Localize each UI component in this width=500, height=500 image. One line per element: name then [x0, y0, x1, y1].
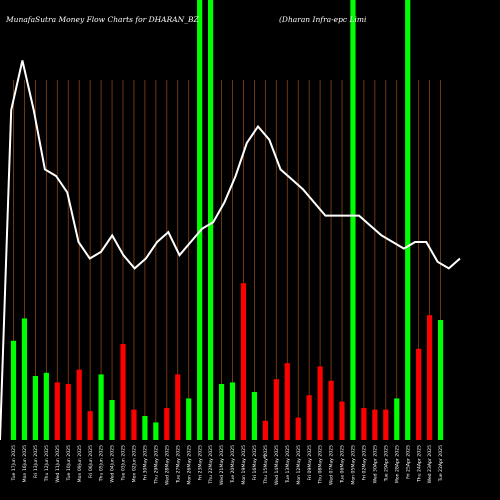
bar-27: [295, 417, 301, 440]
x-tick-label: Tue 27May 2025: [175, 445, 181, 484]
x-tick-label: Mon 02Jun 2025: [132, 445, 138, 482]
bar-11: [120, 344, 126, 440]
x-tick-label: Thu 24Apr 2025: [416, 445, 422, 483]
x-tick-label: Mon 26May 2025: [186, 445, 192, 485]
bar-34: [372, 409, 378, 440]
x-tick-label: Thu 22May 2025: [208, 445, 214, 485]
bar-36: [394, 398, 400, 440]
x-tick-label: Tue 13May 2025: [285, 445, 291, 484]
x-tick-label: Tue 17Jun 2025: [11, 445, 17, 482]
x-tick-label: Thu 08May 2025: [318, 445, 324, 485]
bar-31: [339, 401, 345, 440]
bar-21: [229, 382, 236, 440]
bar-14: [153, 422, 159, 440]
x-tick-label: Mon 12May 2025: [296, 445, 302, 485]
bar-37: [405, 0, 411, 440]
x-tick-label: Wed 21May 2025: [219, 445, 225, 485]
bar-2: [21, 318, 28, 440]
bar-40: [437, 320, 444, 440]
chart-title: MunafaSutra Money Flow Charts for DHARAN…: [5, 15, 199, 24]
bar-1: [10, 340, 17, 440]
x-tick-label: Tue 10Jun 2025: [66, 445, 72, 482]
bar-16: [175, 374, 181, 440]
x-tick-label: Thu 12Jun 2025: [44, 445, 50, 482]
bar-32: [350, 0, 356, 440]
x-tick-label: Thu 29May 2025: [153, 445, 159, 485]
bar-17: [186, 398, 192, 440]
x-tick-label: Wed 07May 2025: [329, 445, 335, 485]
bar-7: [76, 369, 82, 440]
bar-25: [273, 379, 279, 440]
x-tick-label: Tue 20May 2025: [230, 445, 236, 484]
bar-33: [361, 408, 367, 440]
bar-23: [251, 392, 257, 440]
x-tick-label: Wed 04Jun 2025: [110, 445, 116, 483]
bar-10: [109, 400, 115, 440]
x-tick-label: Wed 30Apr 2025: [372, 445, 378, 483]
bar-35: [383, 409, 389, 440]
bar-9: [98, 374, 104, 440]
x-tick-label: Fri 06Jun 2025: [88, 445, 94, 478]
x-tick-label: Mon 16Jun 2025: [22, 445, 28, 482]
bar-6: [65, 384, 71, 440]
bar-22: [240, 283, 247, 440]
bar-15: [164, 408, 170, 440]
x-tick-label: Tue 22Apr 2025: [438, 445, 444, 482]
bar-series: [10, 0, 444, 440]
x-tick-label: Wed 14May 2025: [274, 445, 280, 485]
x-tick-label: Fri 23May 2025: [197, 445, 203, 481]
bar-39: [427, 315, 433, 440]
x-tick-label: Fri 25Apr 2025: [405, 445, 411, 479]
x-tick-label: Wed 28May 2025: [164, 445, 170, 485]
x-tick-label: Mon 09Jun 2025: [77, 445, 83, 482]
x-tick-label: Tue 06May 2025: [340, 445, 346, 484]
bar-24: [262, 420, 268, 440]
x-tick-label: Thu 15May 2025: [263, 445, 269, 485]
bar-3: [32, 376, 38, 440]
x-tick-label: Wed 23Apr 2025: [427, 445, 433, 483]
x-tick-label: Thu 05Jun 2025: [99, 445, 105, 482]
x-tick-label: Fri 09May 2025: [307, 445, 313, 481]
center-marker: $: [263, 454, 266, 460]
bar-38: [416, 348, 422, 440]
bar-18: [197, 0, 203, 440]
bar-28: [306, 395, 312, 440]
x-tick-label: Mon 19May 2025: [241, 445, 247, 485]
x-tick-label: Fri 16May 2025: [252, 445, 258, 481]
bar-8: [87, 411, 93, 440]
x-tick-label: Tue 03Jun 2025: [121, 445, 127, 482]
x-tick-label: Fri 30May 2025: [143, 445, 149, 481]
x-tick-label: Wed 11Jun 2025: [55, 445, 61, 483]
bar-12: [131, 409, 137, 440]
x-tick-label: Mon 05May 2025: [351, 445, 357, 485]
x-tick-label: Fri 13Jun 2025: [33, 445, 39, 478]
bar-13: [142, 416, 148, 440]
bar-30: [328, 380, 334, 440]
price-line: [0, 60, 461, 441]
x-tick-labels: Tue 17Jun 2025 Mon 16Jun 2025 Fri 13Jun 20…: [11, 445, 444, 485]
chart-subtitle: (Dharan Infra-epc Limi: [279, 15, 367, 24]
bar-29: [317, 366, 323, 440]
bar-20: [218, 384, 225, 440]
bar-4: [43, 372, 49, 440]
x-tick-label: Mon 28Apr 2025: [394, 445, 400, 483]
bar-5: [54, 382, 60, 440]
bar-26: [284, 363, 290, 440]
bar-19: [208, 0, 214, 440]
x-tick-label: Fri 02May 2025: [362, 445, 368, 481]
x-tick-label: Tue 29Apr 2025: [383, 445, 389, 482]
